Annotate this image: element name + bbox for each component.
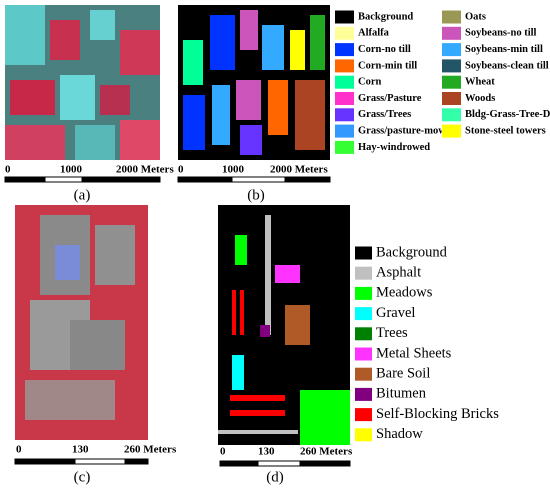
scale-bar — [177, 176, 233, 183]
image-c — [15, 205, 148, 440]
scale-bar — [219, 460, 259, 467]
legend-swatch — [355, 347, 372, 361]
map-d — [218, 205, 350, 445]
scale-label: 1000 — [222, 164, 245, 176]
legend-swatch — [335, 92, 354, 105]
legend-label: Corn — [358, 77, 381, 88]
legend-swatch — [335, 43, 354, 57]
legend-label: Grass/pasture-mowed — [358, 126, 457, 137]
scale-label: 0 — [5, 164, 11, 176]
legend-swatch — [335, 140, 354, 154]
legend-swatch — [442, 59, 461, 73]
legend-label: Hay-windrowed — [358, 142, 430, 153]
scale-bar — [44, 176, 83, 183]
legend-swatch — [335, 26, 354, 40]
legend-label: Alfalfa — [358, 28, 390, 39]
scale-bar — [81, 176, 161, 183]
legend-label: Woods — [465, 93, 495, 104]
legend-swatch — [442, 43, 461, 57]
legend-swatch — [355, 266, 372, 280]
legend-swatch — [355, 408, 372, 422]
scale-label: 0 — [16, 444, 22, 456]
legend-swatch — [442, 75, 461, 89]
legend-swatch — [335, 59, 354, 73]
scale-label: 130 — [258, 446, 275, 458]
legend-label: Bare Soil — [376, 366, 430, 382]
legend-swatch — [335, 10, 354, 24]
legend-swatch — [335, 108, 354, 122]
panel-label: (c) — [74, 469, 91, 485]
legend-label: Corn-min till — [358, 60, 417, 71]
legend-swatch — [442, 10, 461, 24]
panel-label: (b) — [247, 187, 265, 203]
legend-swatch — [335, 124, 354, 138]
scale-bar — [257, 460, 301, 467]
legend-swatch — [355, 307, 372, 321]
scale-label: 0 — [178, 164, 184, 176]
legend-swatch — [355, 428, 372, 442]
legend-label: Trees — [376, 325, 408, 341]
legend-label: Bldg-Grass-Tree-Drives — [465, 109, 550, 120]
legend-swatch — [442, 124, 461, 138]
legend-label: Stone-steel towers — [465, 126, 546, 137]
legend-label: Soybeans-clean till — [465, 60, 549, 71]
legend-swatch — [442, 92, 461, 105]
legend-label: Shadow — [376, 426, 423, 442]
scale-label: 2000 Meters — [116, 164, 174, 176]
legend-label: Bitumen — [376, 386, 427, 402]
scale-label: 130 — [72, 444, 89, 456]
scale-label: 0 — [220, 446, 226, 458]
legend-label: Grass/Trees — [358, 109, 411, 120]
scale-label: 260 Meters — [300, 446, 353, 458]
scale-bar — [124, 458, 149, 465]
scale-bar — [299, 460, 351, 467]
scale-label: 260 Meters — [124, 444, 177, 456]
legend-label: Self-Blocking Bricks — [376, 406, 499, 422]
legend-label: Gravel — [376, 305, 415, 321]
legend-label: Background — [376, 244, 448, 260]
legend-swatch — [442, 108, 461, 122]
legend-label: Asphalt — [376, 265, 421, 281]
legend-swatch — [355, 367, 372, 381]
panel-label: (d) — [266, 469, 284, 485]
legend-label: Meadows — [376, 285, 433, 301]
legend-swatch — [355, 286, 372, 300]
image-a — [5, 5, 160, 160]
scale-bar — [231, 176, 286, 183]
legend-label: Background — [358, 11, 413, 22]
legend-swatch — [442, 26, 461, 40]
legend-swatch — [355, 387, 372, 401]
legend-label: Oats — [465, 11, 486, 22]
scale-bar — [284, 176, 331, 183]
legend-swatch — [355, 327, 372, 341]
legend-label: Wheat — [465, 77, 495, 88]
scale-bar — [4, 176, 46, 183]
panel-label: (a) — [74, 187, 91, 203]
legend-label: Soybeans-no till — [465, 28, 537, 39]
legend-label: Soybeans-min till — [465, 44, 543, 55]
legend-swatch — [335, 75, 354, 89]
scale-label: 2000 Meters — [270, 164, 328, 176]
map-b — [178, 5, 330, 160]
legend-label: Corn-no till — [358, 44, 411, 55]
scale-bar — [74, 458, 126, 465]
scale-bar — [14, 458, 76, 465]
scale-label: 1000 — [60, 164, 83, 176]
legend-swatch — [355, 246, 372, 260]
legend-label: Metal Sheets — [376, 345, 452, 361]
legend-label: Grass/Pasture — [358, 93, 422, 104]
